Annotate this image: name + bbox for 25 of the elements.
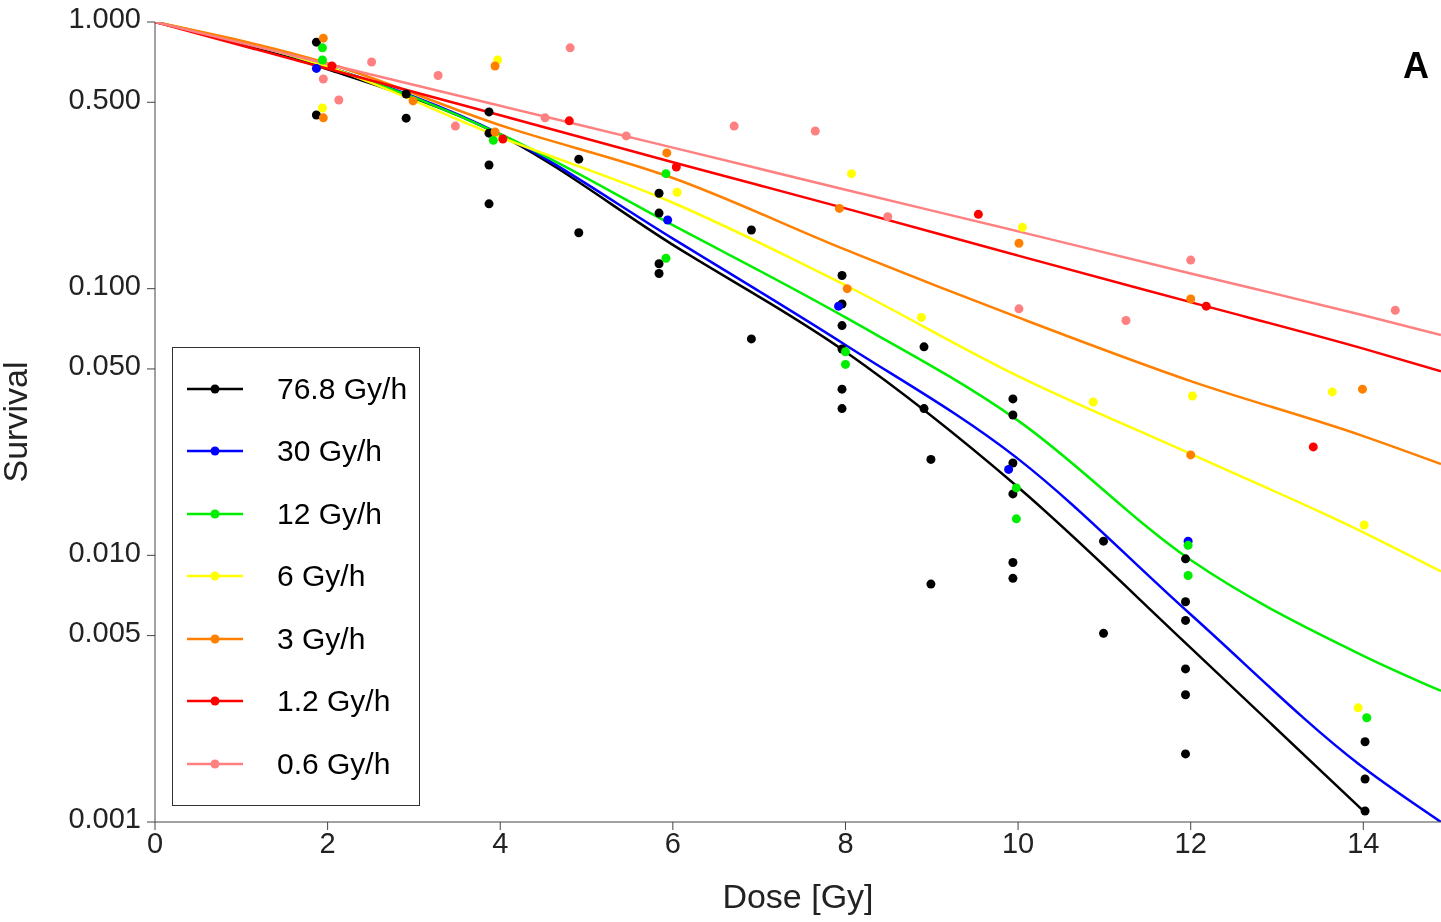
x-tick-label: 10 [1001,826,1035,859]
legend-label: 3 Gy/h [277,621,366,656]
y-tick-label: 0.050 [68,349,141,382]
x-tick-label: 0 [146,826,164,859]
legend-label: 30 Gy/h [277,434,383,469]
x-axis-title: Dose [Gy] [722,877,874,915]
legend-label: 76.8 Gy/h [277,371,408,406]
y-tick-label: 0.001 [68,802,141,835]
x-tick-label: 2 [319,826,336,859]
annotation: A [1403,45,1429,87]
x-tick-label: 12 [1174,826,1207,859]
legend-label: 0.6 Gy/h [277,746,391,781]
x-tick-label: 8 [837,826,854,859]
y-tick-label: 0.005 [68,615,141,648]
legend-label: 6 Gy/h [277,559,366,594]
y-tick-label: 1.000 [68,2,141,35]
y-tick-label: 0.500 [68,82,141,115]
legend-label: 1.2 Gy/h [277,684,391,719]
y-tick-label: 0.010 [68,535,141,568]
x-tick-label: 14 [1347,826,1380,859]
y-tick-label: 0.100 [68,268,141,301]
x-tick-label: 6 [664,826,681,859]
x-tick-label: 4 [492,826,509,859]
legend-label: 12 Gy/h [277,496,383,531]
y-axis-title: Survival [0,361,35,483]
